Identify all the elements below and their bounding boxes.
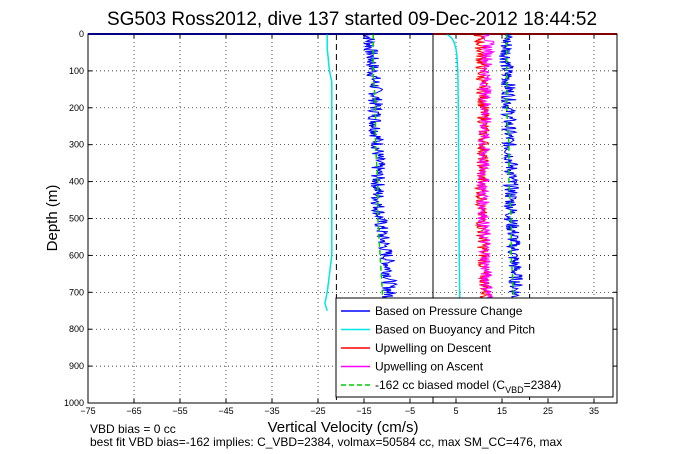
chart-title: SG503 Ross2012, dive 137 started 09-Dec-…: [107, 9, 597, 30]
legend-label: Upwelling on Descent: [375, 341, 492, 355]
legend-label: Based on Pressure Change: [375, 304, 523, 318]
x-tick-label: −15: [356, 406, 371, 416]
series-line-1: [499, 33, 525, 312]
y-tick-label: 400: [69, 177, 84, 187]
series-line-5: [476, 33, 496, 311]
legend: Based on Pressure Change Based on Buoyanc…: [335, 297, 614, 398]
x-tick-label: 25: [543, 406, 553, 416]
y-tick-label: 900: [69, 361, 84, 371]
x-tick-label: −65: [126, 406, 141, 416]
x-tick-label: 35: [589, 406, 599, 416]
x-tick-label: −55: [172, 406, 187, 416]
axis-ticks: −75 −65 −55 −45 −35 −25 −15 −5 5 15 25 350100200300…: [64, 29, 617, 416]
y-tick-label: 600: [69, 250, 84, 260]
series-line-7: [505, 34, 515, 311]
x-axis-label: Vertical Velocity (cm/s): [268, 419, 419, 436]
y-axis-label: Depth (m): [44, 185, 61, 252]
legend-label: Upwelling on Ascent: [375, 360, 484, 374]
y-tick-label: 300: [69, 140, 84, 150]
y-tick-label: 1000: [64, 398, 84, 408]
y-tick-label: 500: [69, 214, 84, 224]
x-tick-label: −5: [405, 406, 415, 416]
series-line-2: [324, 34, 333, 312]
x-tick-label: −35: [264, 406, 279, 416]
footer-line-2: best fit VBD bias=-162 implies: C_VBD=23…: [90, 435, 562, 449]
legend-label: Based on Buoyancy and Pitch: [375, 323, 535, 337]
series-line-0: [362, 33, 399, 312]
y-tick-label: 0: [79, 29, 84, 39]
y-tick-label: 200: [69, 103, 84, 113]
footer-line-1: VBD bias = 0 cc: [90, 422, 176, 436]
x-tick-label: 5: [453, 406, 458, 416]
series-line-6: [372, 34, 384, 311]
x-tick-label: −25: [310, 406, 325, 416]
x-tick-label: −45: [218, 406, 233, 416]
y-tick-label: 100: [69, 66, 84, 76]
series-group: [88, 33, 617, 312]
legend-box: [335, 297, 614, 398]
y-tick-label: 800: [69, 324, 84, 334]
series-line-3: [446, 33, 461, 311]
y-tick-label: 700: [69, 287, 84, 297]
x-tick-label: 15: [497, 406, 507, 416]
x-tick-label: −75: [80, 406, 95, 416]
